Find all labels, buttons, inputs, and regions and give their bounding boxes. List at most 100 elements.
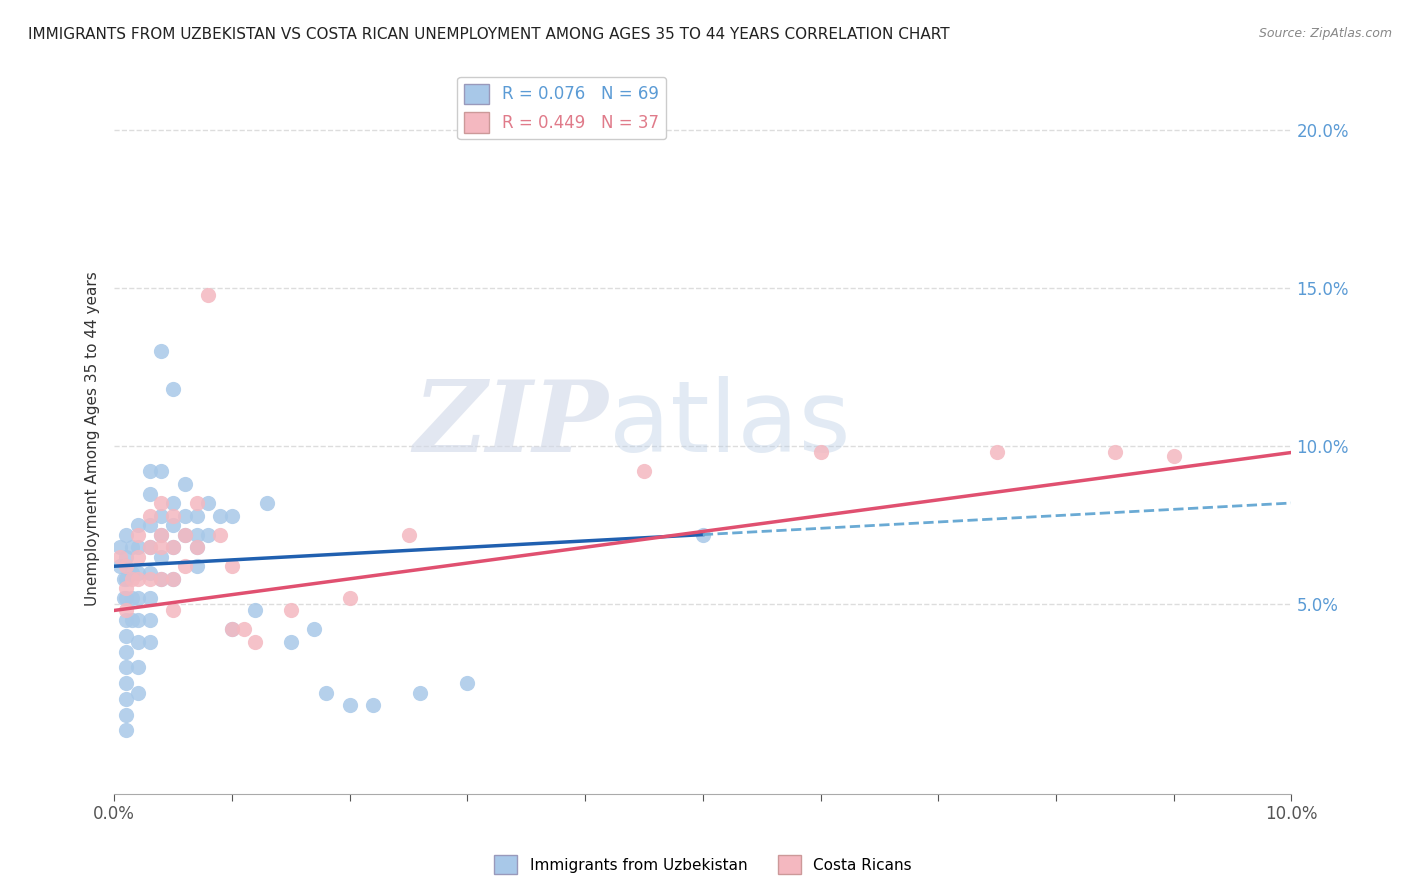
Point bbox=[150, 549, 173, 564]
Point bbox=[221, 508, 243, 523]
Point bbox=[150, 541, 173, 555]
Point bbox=[138, 486, 160, 500]
Point bbox=[186, 559, 208, 574]
Point bbox=[115, 629, 138, 643]
Point bbox=[115, 676, 138, 690]
Point bbox=[173, 508, 195, 523]
Point bbox=[986, 445, 1008, 459]
Point bbox=[162, 572, 184, 586]
Point bbox=[339, 591, 361, 605]
Point bbox=[127, 613, 149, 627]
Text: IMMIGRANTS FROM UZBEKISTAN VS COSTA RICAN UNEMPLOYMENT AMONG AGES 35 TO 44 YEARS: IMMIGRANTS FROM UZBEKISTAN VS COSTA RICA… bbox=[28, 27, 949, 42]
Point bbox=[115, 527, 138, 541]
Point bbox=[127, 541, 149, 555]
Point bbox=[398, 527, 420, 541]
Text: atlas: atlas bbox=[609, 376, 851, 473]
Point bbox=[186, 496, 208, 510]
Point bbox=[150, 344, 173, 359]
Point bbox=[121, 591, 143, 605]
Point bbox=[280, 603, 302, 617]
Point bbox=[108, 549, 131, 564]
Point bbox=[138, 591, 160, 605]
Point bbox=[138, 572, 160, 586]
Point bbox=[121, 566, 143, 580]
Point bbox=[361, 698, 384, 713]
Point bbox=[162, 603, 184, 617]
Point bbox=[173, 477, 195, 491]
Point bbox=[138, 518, 160, 533]
Point bbox=[127, 549, 149, 564]
Point bbox=[162, 508, 184, 523]
Point bbox=[115, 692, 138, 706]
Point bbox=[221, 623, 243, 637]
Point bbox=[150, 508, 173, 523]
Point bbox=[209, 508, 232, 523]
Point bbox=[173, 559, 195, 574]
Point bbox=[150, 572, 173, 586]
Point bbox=[633, 465, 655, 479]
Point bbox=[692, 527, 714, 541]
Point bbox=[173, 527, 195, 541]
Point bbox=[245, 635, 267, 649]
Point bbox=[115, 572, 138, 586]
Point bbox=[315, 685, 337, 699]
Point bbox=[197, 527, 219, 541]
Point bbox=[1163, 449, 1185, 463]
Point bbox=[232, 623, 254, 637]
Point bbox=[108, 559, 131, 574]
Point bbox=[127, 591, 149, 605]
Point bbox=[162, 382, 184, 396]
Point bbox=[150, 465, 173, 479]
Text: Source: ZipAtlas.com: Source: ZipAtlas.com bbox=[1258, 27, 1392, 40]
Point bbox=[304, 623, 326, 637]
Point bbox=[108, 541, 131, 555]
Point bbox=[245, 603, 267, 617]
Point bbox=[138, 465, 160, 479]
Point bbox=[150, 572, 173, 586]
Point bbox=[209, 527, 232, 541]
Point bbox=[150, 496, 173, 510]
Point bbox=[115, 603, 138, 617]
Point bbox=[138, 541, 160, 555]
Point bbox=[127, 572, 149, 586]
Point bbox=[138, 541, 160, 555]
Point bbox=[121, 572, 143, 586]
Point bbox=[162, 572, 184, 586]
Point bbox=[115, 723, 138, 738]
Point bbox=[197, 287, 219, 301]
Point bbox=[221, 623, 243, 637]
Point bbox=[115, 582, 138, 596]
Y-axis label: Unemployment Among Ages 35 to 44 years: Unemployment Among Ages 35 to 44 years bbox=[86, 271, 100, 606]
Point bbox=[186, 508, 208, 523]
Point bbox=[115, 549, 138, 564]
Point bbox=[810, 445, 832, 459]
Point bbox=[173, 527, 195, 541]
Point bbox=[127, 635, 149, 649]
Point bbox=[150, 527, 173, 541]
Point bbox=[162, 541, 184, 555]
Point bbox=[280, 635, 302, 649]
Point bbox=[1104, 445, 1126, 459]
Point bbox=[162, 541, 184, 555]
Point bbox=[186, 541, 208, 555]
Point bbox=[138, 635, 160, 649]
Point bbox=[186, 541, 208, 555]
Point bbox=[127, 660, 149, 674]
Point bbox=[127, 566, 149, 580]
Point bbox=[121, 541, 143, 555]
Point bbox=[115, 613, 138, 627]
Point bbox=[256, 496, 278, 510]
Point bbox=[150, 527, 173, 541]
Point bbox=[127, 685, 149, 699]
Point bbox=[456, 676, 478, 690]
Point bbox=[115, 591, 138, 605]
Point bbox=[162, 518, 184, 533]
Text: ZIP: ZIP bbox=[413, 376, 609, 472]
Point bbox=[138, 566, 160, 580]
Point bbox=[121, 613, 143, 627]
Point bbox=[409, 685, 432, 699]
Point bbox=[112, 591, 135, 605]
Point bbox=[186, 527, 208, 541]
Legend: Immigrants from Uzbekistan, Costa Ricans: Immigrants from Uzbekistan, Costa Ricans bbox=[488, 849, 918, 880]
Point bbox=[197, 496, 219, 510]
